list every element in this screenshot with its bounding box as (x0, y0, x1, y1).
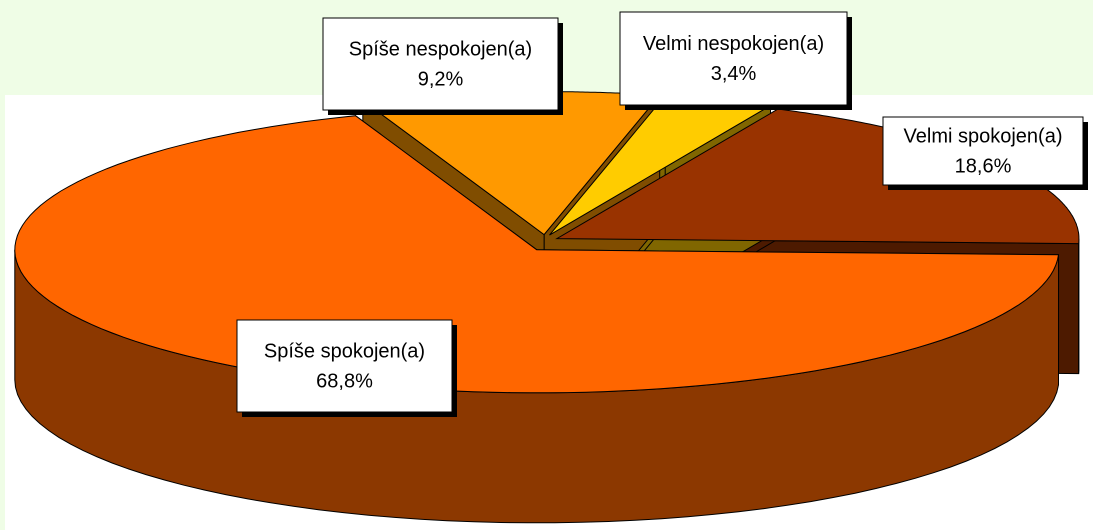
label-value: 68,8% (316, 370, 373, 392)
label-box (322, 17, 559, 111)
label-value: 18,6% (955, 155, 1012, 177)
label-box (882, 116, 1084, 186)
label-name: Spíše nespokojen(a) (349, 38, 532, 60)
label-name: Spíše spokojen(a) (264, 340, 425, 362)
label-value: 3,4% (711, 63, 757, 85)
data-labels: Velmi spokojen(a) 18,6% Velmi nespokojen(a… (236, 11, 1088, 417)
label-name: Velmi spokojen(a) (904, 125, 1063, 147)
label-name: Velmi nespokojen(a) (643, 33, 824, 55)
label-value: 9,2% (418, 68, 464, 90)
label-box (236, 319, 453, 413)
label-box (619, 11, 848, 106)
